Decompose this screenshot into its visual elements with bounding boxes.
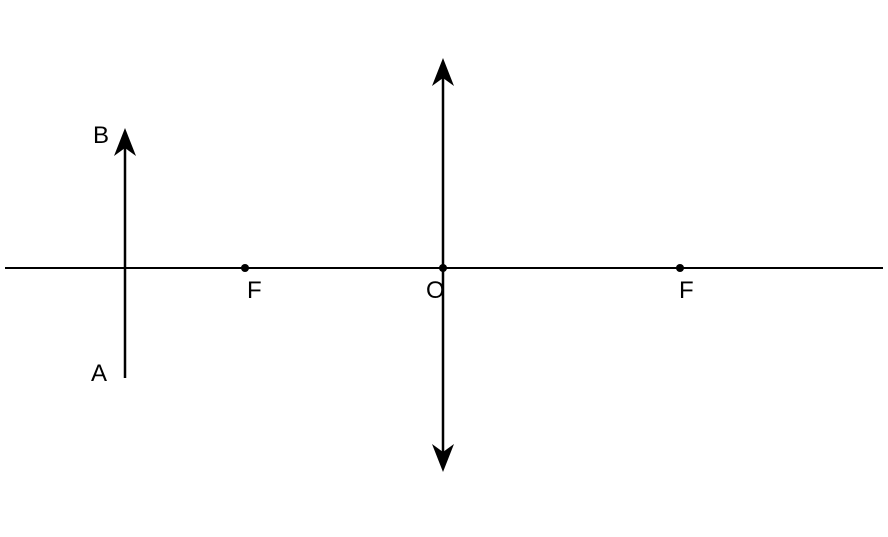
label-F-right: F	[679, 277, 694, 305]
label-B: B	[93, 122, 109, 150]
diagram-svg	[0, 0, 888, 537]
label-F-left: F	[247, 277, 262, 305]
label-O: O	[426, 277, 445, 305]
focal-point-right	[676, 264, 684, 272]
optics-diagram: B A F O F	[0, 0, 888, 537]
optical-center	[439, 264, 447, 272]
focal-point-left	[241, 264, 249, 272]
label-A: A	[91, 360, 107, 388]
